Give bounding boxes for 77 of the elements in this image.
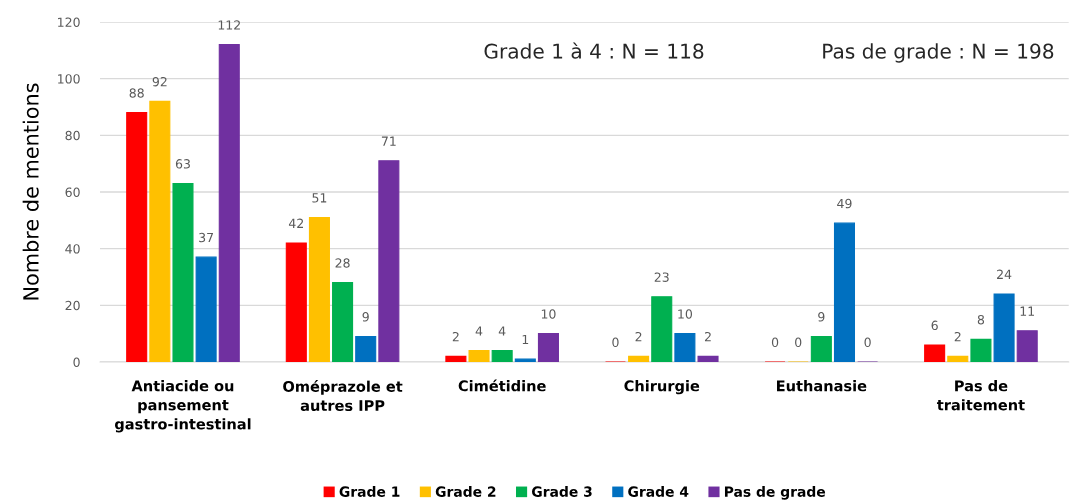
data-label: 42 xyxy=(288,218,303,228)
bar xyxy=(445,355,467,362)
bar xyxy=(332,282,354,362)
bar xyxy=(537,333,559,362)
bar xyxy=(947,355,969,362)
data-label: 9 xyxy=(818,312,825,322)
bar xyxy=(285,242,307,362)
x-tick-label: Cimétidine xyxy=(458,379,546,392)
y-tick-label: 80 xyxy=(65,130,80,141)
bar xyxy=(651,296,673,362)
y-axis-title: Nombre de mentions xyxy=(22,83,39,300)
data-label: 2 xyxy=(635,331,642,342)
y-tick-label: 0 xyxy=(73,357,80,367)
bar xyxy=(628,355,650,362)
data-label: 8 xyxy=(977,314,985,325)
bar xyxy=(514,358,536,362)
legend-label: Grade 2 xyxy=(435,486,496,497)
data-label: 0 xyxy=(864,337,871,348)
data-label: 28 xyxy=(335,258,350,268)
bar xyxy=(355,335,377,362)
bar xyxy=(378,160,400,362)
data-label: 51 xyxy=(312,193,327,203)
legend-label: Pas de grade xyxy=(724,486,826,500)
legend-label: Grade 4 xyxy=(628,486,689,497)
data-label: 71 xyxy=(381,136,396,146)
y-tick-label: 100 xyxy=(58,74,80,84)
data-label: 6 xyxy=(931,320,938,331)
annotation: Grade 1 à 4 : N = 118 xyxy=(484,42,704,59)
data-label: 49 xyxy=(837,198,852,209)
legend-label: Grade 1 xyxy=(339,486,400,497)
data-label: 92 xyxy=(152,76,167,87)
bar xyxy=(810,335,832,362)
data-label: 11 xyxy=(1020,306,1035,316)
data-label: 0 xyxy=(771,337,779,348)
bar xyxy=(993,293,1015,362)
bar xyxy=(924,344,946,362)
bar xyxy=(491,350,513,362)
y-tick-label: 60 xyxy=(65,187,80,197)
data-label: 23 xyxy=(654,272,669,282)
y-tick-label: 120 xyxy=(58,17,80,27)
data-label: 0 xyxy=(795,337,802,348)
x-tick-label: Oméprazole et autres IPP xyxy=(283,380,403,412)
bar xyxy=(833,222,856,362)
bar xyxy=(970,338,992,362)
bar xyxy=(126,112,148,362)
data-label: 2 xyxy=(704,331,711,342)
data-label: 2 xyxy=(954,331,961,342)
bar xyxy=(172,182,194,362)
data-label: 1 xyxy=(522,334,529,345)
bar xyxy=(195,256,217,362)
bar xyxy=(674,333,696,362)
bar xyxy=(468,350,490,362)
x-tick-label: Euthanasie xyxy=(777,380,867,392)
data-label: 88 xyxy=(129,88,144,98)
data-label: 37 xyxy=(199,232,214,243)
y-tick-label: 20 xyxy=(65,300,80,311)
x-tick-label: Chirurgie xyxy=(624,380,700,395)
data-label: 24 xyxy=(997,269,1012,279)
bar xyxy=(218,44,240,362)
data-label: 4 xyxy=(498,326,506,336)
data-label: 10 xyxy=(678,309,693,319)
x-tick-label: Pas de traitement xyxy=(936,380,1025,411)
data-label: 4 xyxy=(475,326,483,336)
data-label: 2 xyxy=(452,331,459,342)
bar xyxy=(149,100,171,362)
bar xyxy=(697,355,719,362)
legend-label: Grade 3 xyxy=(531,486,592,497)
annotation: Pas de grade : N = 198 xyxy=(823,43,1054,63)
data-label: 10 xyxy=(541,309,556,319)
data-label: 112 xyxy=(218,20,240,30)
y-tick-label: 40 xyxy=(65,244,80,254)
data-label: 63 xyxy=(175,159,190,169)
data-label: 9 xyxy=(362,312,369,322)
bar xyxy=(1016,330,1038,362)
x-tick-label: Antiacide ou pansement gastro-intestinal xyxy=(114,380,251,433)
bar xyxy=(308,216,330,362)
data-label: 0 xyxy=(612,337,619,348)
